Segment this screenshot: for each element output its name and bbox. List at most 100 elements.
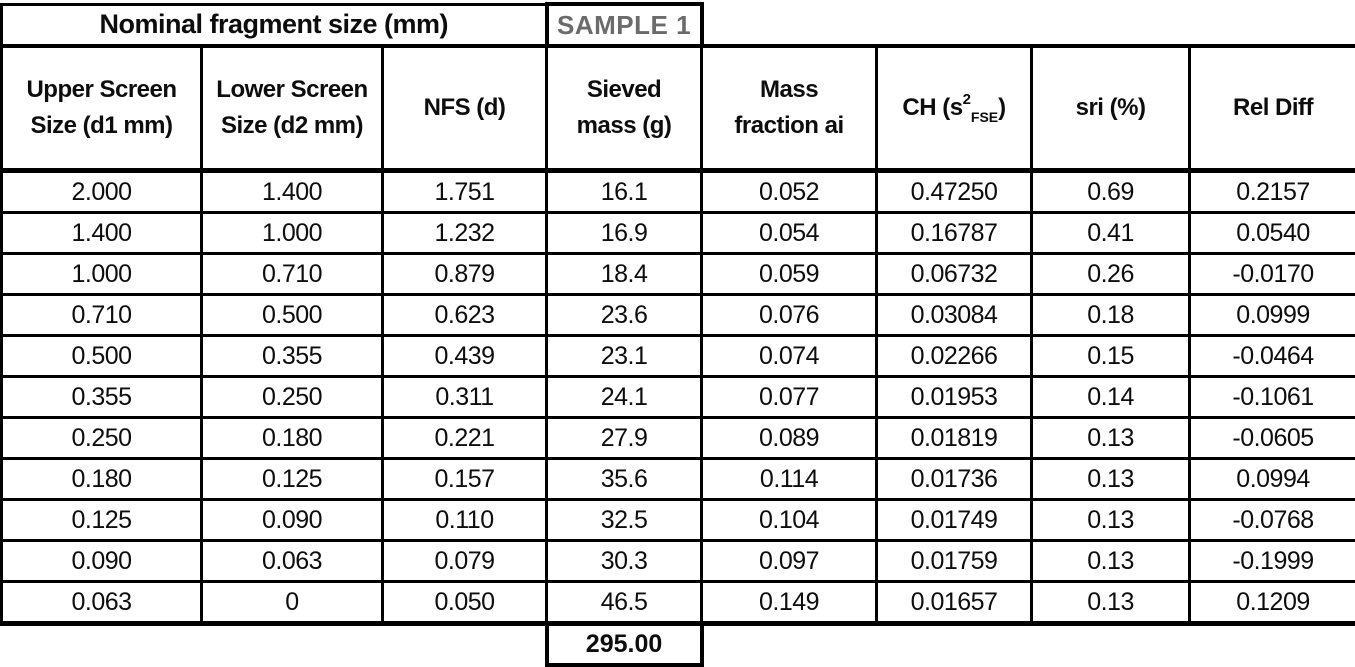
table-header: Nominal fragment size (mm) SAMPLE 1 Uppe… bbox=[0, 2, 1355, 173]
header-line: Rel Diff bbox=[1233, 94, 1314, 121]
table-cell: 46.5 bbox=[545, 580, 704, 626]
table-cell: 0.01736 bbox=[875, 457, 1034, 501]
table-cell: 0.157 bbox=[380, 457, 549, 501]
table-cell: 0.0540 bbox=[1188, 211, 1355, 255]
table-cell: 0.355 bbox=[0, 375, 203, 419]
table-row: 1.400 1.000 1.232 16.9 0.054 0.16787 0.41 0.054… bbox=[0, 211, 1355, 255]
table-cell: 0.500 bbox=[200, 293, 384, 337]
table-cell: 0.0999 bbox=[1188, 293, 1355, 337]
table-cell: 0.125 bbox=[200, 457, 384, 501]
table-cell: 0.250 bbox=[200, 375, 384, 419]
table-cell: 0.18 bbox=[1030, 293, 1192, 337]
header-line: mass (g) bbox=[576, 112, 672, 139]
header-line: Lower Screen bbox=[216, 76, 368, 103]
table-cell: 0.076 bbox=[700, 293, 879, 337]
table-row: 1.000 0.710 0.879 18.4 0.059 0.06732 0.26 -0.01… bbox=[0, 252, 1355, 296]
table-cell: 2.000 bbox=[0, 169, 203, 214]
table-cell: 0.089 bbox=[700, 416, 879, 460]
table-cell: 0.01657 bbox=[875, 580, 1034, 626]
table-row: 2.000 1.400 1.751 16.1 0.052 0.47250 0.69 0.215… bbox=[0, 169, 1355, 214]
table-cell: 0.623 bbox=[380, 293, 549, 337]
column-header-sieved-mass: Sieved mass (g) bbox=[545, 44, 704, 173]
table-cell: 0.079 bbox=[380, 539, 549, 583]
table-cell: -0.1999 bbox=[1188, 539, 1355, 583]
group-header-row: Nominal fragment size (mm) SAMPLE 1 bbox=[0, 2, 1355, 48]
table-cell: 0.01819 bbox=[875, 416, 1034, 460]
table-cell: 0.114 bbox=[700, 457, 879, 501]
table-cell: 0.074 bbox=[700, 334, 879, 378]
table-cell: 1.000 bbox=[0, 252, 203, 296]
table-cell: 0.03084 bbox=[875, 293, 1034, 337]
table-cell: 0.050 bbox=[380, 580, 549, 626]
column-header-row: Upper Screen Size (d1 mm) Lower Screen S… bbox=[0, 44, 1355, 173]
column-header-rel-diff: Rel Diff bbox=[1188, 44, 1355, 173]
table-cell: -0.0768 bbox=[1188, 498, 1355, 542]
table-cell: 0.16787 bbox=[875, 211, 1034, 255]
table-cell: 0.077 bbox=[700, 375, 879, 419]
table-cell: 0.02266 bbox=[875, 334, 1034, 378]
header-text: CH (s bbox=[902, 94, 963, 121]
table-cell: 30.3 bbox=[545, 539, 704, 583]
table-body: 2.000 1.400 1.751 16.1 0.052 0.47250 0.69 0.215… bbox=[0, 169, 1355, 626]
table-cell: 0.01759 bbox=[875, 539, 1034, 583]
header-line: Size (d1 mm) bbox=[30, 112, 173, 139]
table-cell: 1.000 bbox=[200, 211, 384, 255]
header-line: Sieved bbox=[586, 76, 662, 103]
table-cell: 0.052 bbox=[700, 169, 879, 214]
table-row: 0.355 0.250 0.311 24.1 0.077 0.01953 0.14 -0.10… bbox=[0, 375, 1355, 419]
table-cell: 16.9 bbox=[545, 211, 704, 255]
header-text: ) bbox=[998, 94, 1006, 121]
table-row: 0.710 0.500 0.623 23.6 0.076 0.03084 0.18 0.099… bbox=[0, 293, 1355, 337]
header-line: Size (d2 mm) bbox=[220, 112, 364, 139]
table-cell: 23.6 bbox=[545, 293, 704, 337]
table-cell: 0.0994 bbox=[1188, 457, 1355, 501]
table-cell: 0.090 bbox=[200, 498, 384, 542]
table-cell: -0.0605 bbox=[1188, 416, 1355, 460]
empty-region bbox=[701, 623, 1355, 665]
table-cell: 0.41 bbox=[1030, 211, 1192, 255]
column-header-nfs: NFS (d) bbox=[380, 44, 549, 173]
table-cell: 35.6 bbox=[545, 457, 704, 501]
table-cell: 32.5 bbox=[545, 498, 704, 542]
total-sieved-mass: 295.00 bbox=[544, 621, 704, 667]
header-line: Upper Screen bbox=[26, 76, 177, 103]
table-cell: 0.01953 bbox=[875, 375, 1034, 419]
table-row: 0.500 0.355 0.439 23.1 0.074 0.02266 0.15 -0.04… bbox=[0, 334, 1355, 378]
table-cell: 0.2157 bbox=[1188, 169, 1355, 214]
header-line: fraction ai bbox=[734, 112, 844, 139]
table-cell: 1.400 bbox=[0, 211, 203, 255]
table-cell: 0.879 bbox=[380, 252, 549, 296]
table-cell: 23.1 bbox=[545, 334, 704, 378]
table-cell: 0.500 bbox=[0, 334, 203, 378]
table-row: 0.090 0.063 0.079 30.3 0.097 0.01759 0.13 -0.19… bbox=[0, 539, 1355, 583]
table-cell: 1.400 bbox=[200, 169, 384, 214]
header-line: NFS (d) bbox=[423, 94, 506, 121]
table-cell: 0.090 bbox=[0, 539, 203, 583]
table-cell: 0.063 bbox=[0, 580, 203, 626]
empty-region bbox=[1, 623, 547, 665]
table-cell: 0.063 bbox=[200, 539, 384, 583]
table-cell: 0.710 bbox=[200, 252, 384, 296]
table-footer: 295.00 bbox=[1, 621, 1355, 667]
table-cell: 1.751 bbox=[380, 169, 549, 214]
sample-label: SAMPLE 1 bbox=[544, 2, 704, 48]
table-cell: 0.059 bbox=[700, 252, 879, 296]
table-cell: 0.125 bbox=[0, 498, 203, 542]
table-cell: 0.104 bbox=[700, 498, 879, 542]
header-line: Mass bbox=[760, 76, 819, 103]
table-cell: 24.1 bbox=[545, 375, 704, 419]
table-row: 0.180 0.125 0.157 35.6 0.114 0.01736 0.13 0.099… bbox=[0, 457, 1355, 501]
table-cell: 0.01749 bbox=[875, 498, 1034, 542]
table-cell: 0.13 bbox=[1030, 416, 1192, 460]
column-header-sri: sri (%) bbox=[1030, 44, 1192, 173]
table-row: 0.125 0.090 0.110 32.5 0.104 0.01749 0.13 -0.07… bbox=[0, 498, 1355, 542]
table-cell: 0.26 bbox=[1030, 252, 1192, 296]
table-cell: 0.710 bbox=[0, 293, 203, 337]
subscript-fse: FSE bbox=[970, 109, 999, 125]
table-cell: 0.311 bbox=[380, 375, 549, 419]
total-row: 295.00 bbox=[1, 621, 1355, 667]
table-cell: 0.221 bbox=[380, 416, 549, 460]
table-cell: 0.355 bbox=[200, 334, 384, 378]
